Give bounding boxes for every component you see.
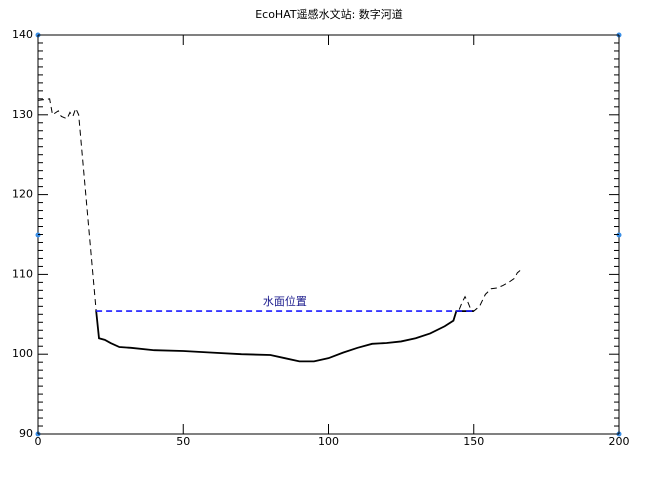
y-tick-label: 90 [19,427,33,440]
plot-frame [37,34,620,435]
line-series [37,98,97,311]
y-tick-label: 140 [12,28,33,41]
line-series [458,270,521,312]
annotation: 水面位置 [263,294,307,308]
x-tick-label: 100 [318,435,339,448]
x-tick-label: 150 [463,435,484,448]
x-tick-label: 200 [609,435,630,448]
x-tick-label: 0 [35,435,42,448]
y-tick-label: 110 [12,267,33,280]
x-tick-label: 50 [176,435,190,448]
y-tick-label: 130 [12,108,33,121]
y-tick-label: 120 [12,188,33,201]
handles [35,32,622,437]
y-tick-label: 100 [12,347,33,360]
chart-title: EcoHAT遥感水文站: 数字河道 [255,7,403,21]
line-series [95,310,474,363]
